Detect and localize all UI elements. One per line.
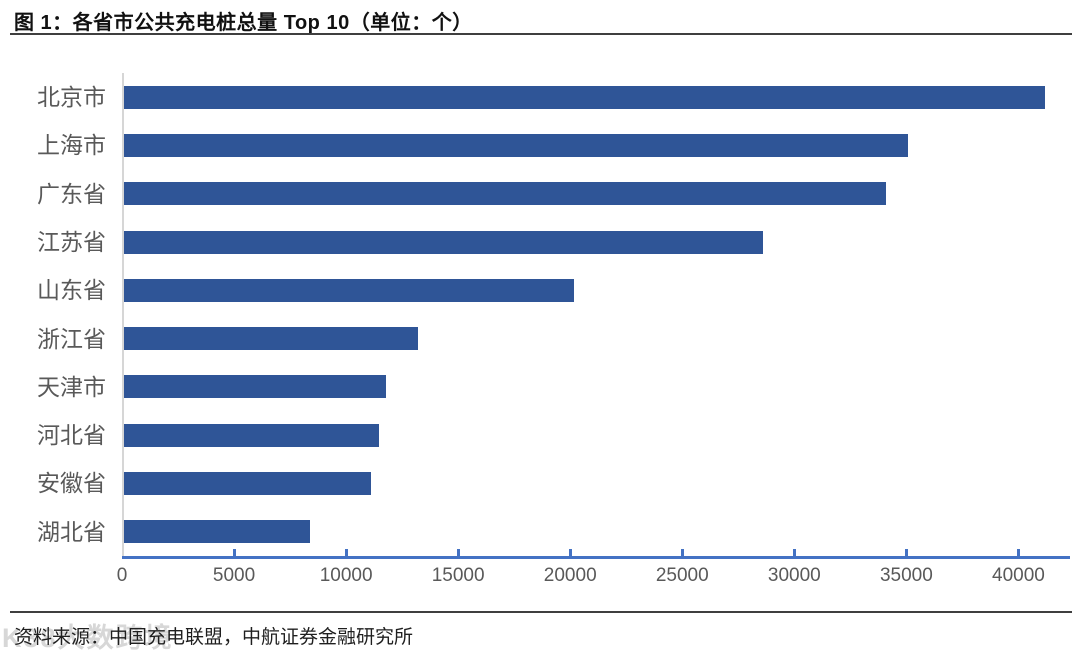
category-label: 上海市 xyxy=(37,132,106,159)
category-label: 北京市 xyxy=(37,84,106,110)
x-tick-label: 5000 xyxy=(212,565,256,586)
category-label: 安徽省 xyxy=(37,470,106,497)
x-tick-label: 10000 xyxy=(319,565,373,586)
category-label: 河北省 xyxy=(37,422,106,449)
bar-浙江省 xyxy=(124,327,418,351)
x-tick-mark xyxy=(233,549,237,556)
category-label: 浙江省 xyxy=(37,325,106,352)
x-tick-mark xyxy=(793,549,797,556)
watermark: K38大数跨境 xyxy=(2,623,174,650)
x-tick-label: 40000 xyxy=(992,565,1045,586)
x-tick-label: 0 xyxy=(116,565,128,586)
category-label: 天津市 xyxy=(37,373,106,400)
y-axis-line xyxy=(122,73,124,556)
x-tick-mark xyxy=(905,549,909,556)
bar-山东省 xyxy=(124,278,575,302)
x-tick-mark xyxy=(345,549,349,556)
x-tick-mark xyxy=(457,549,461,556)
x-tick-label: 25000 xyxy=(655,565,709,586)
x-tick-mark xyxy=(569,549,573,556)
title-divider xyxy=(10,33,1072,35)
x-tick-label: 15000 xyxy=(431,565,485,586)
bar-天津市 xyxy=(124,375,387,399)
bar-江苏省 xyxy=(124,230,763,254)
footer-divider xyxy=(10,611,1072,613)
category-label: 广东省 xyxy=(37,180,106,207)
category-label: 江苏省 xyxy=(37,228,106,255)
chart-title: 图 1：各省市公共充电桩总量 Top 10（单位：个） xyxy=(14,12,473,34)
x-tick-mark xyxy=(681,549,685,556)
category-label: 湖北省 xyxy=(37,518,106,545)
bar-安徽省 xyxy=(124,472,371,496)
category-label: 山东省 xyxy=(37,277,106,304)
bar-湖北省 xyxy=(124,520,310,544)
x-tick-label: 35000 xyxy=(879,565,933,586)
bar-北京市 xyxy=(124,85,1046,109)
source-note: 资料来源：中国充电联盟，中航证券金融研究所 xyxy=(14,627,414,648)
x-tick-label: 20000 xyxy=(543,565,597,586)
x-tick-mark xyxy=(1017,549,1021,556)
x-tick-label: 30000 xyxy=(767,565,821,586)
x-axis-line xyxy=(122,556,1070,559)
bar-上海市 xyxy=(124,133,909,157)
bar-河北省 xyxy=(124,423,380,447)
bar-广东省 xyxy=(124,182,886,206)
